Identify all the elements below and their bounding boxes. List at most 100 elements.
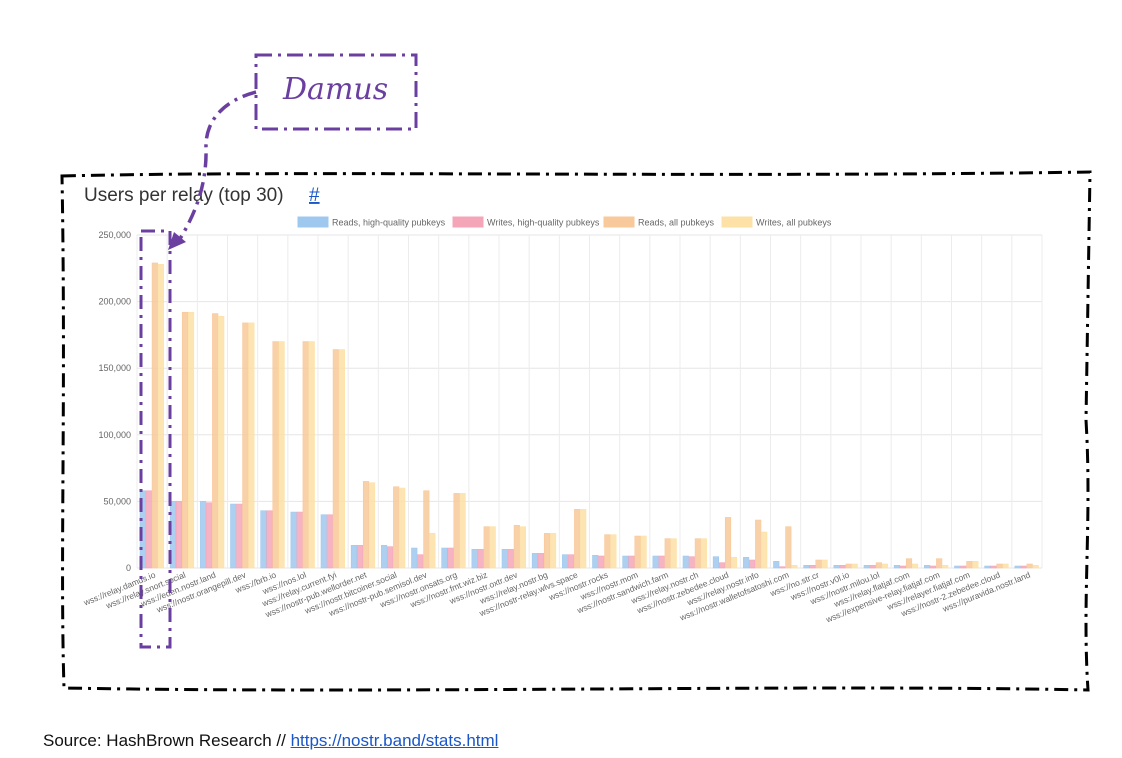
bar (658, 555, 665, 569)
bar (966, 561, 973, 569)
bar (905, 558, 913, 569)
bar (960, 565, 967, 569)
bar (622, 555, 629, 569)
bar (423, 490, 430, 569)
bar (845, 563, 852, 569)
bar (791, 565, 798, 569)
bar (996, 563, 1003, 569)
bar (266, 510, 273, 569)
bar (749, 559, 756, 569)
bar (200, 501, 207, 569)
bar (320, 514, 327, 569)
damus-highlight-box (139, 229, 172, 649)
bar (924, 565, 931, 569)
bar (543, 533, 551, 569)
damus-annotation-arrow (176, 90, 257, 243)
bar (338, 349, 345, 569)
bar (664, 538, 671, 569)
bar (851, 563, 858, 569)
bar (610, 534, 617, 569)
bar (212, 313, 219, 569)
bar (175, 501, 183, 569)
bar (381, 545, 388, 569)
bar (634, 535, 641, 569)
bar (181, 311, 189, 569)
legend-swatch (721, 216, 753, 228)
damus-arrowhead-icon (168, 232, 186, 250)
bar (157, 264, 164, 569)
bar (1026, 563, 1033, 569)
bar (507, 549, 514, 569)
bar (187, 311, 195, 569)
bar (815, 559, 822, 569)
bar (875, 562, 882, 569)
bar (272, 341, 279, 569)
bar (489, 526, 496, 569)
y-tick-label: 50,000 (103, 496, 131, 506)
bar (302, 341, 309, 569)
chart-title-anchor-link[interactable]: # (309, 185, 320, 206)
frame-border (60, 170, 1092, 692)
y-tick-label: 0 (126, 563, 131, 573)
bar (954, 565, 961, 569)
bar (936, 558, 943, 569)
bar (278, 341, 285, 569)
bar (362, 481, 370, 569)
bar (839, 565, 846, 569)
bar (531, 553, 539, 569)
bar (501, 549, 508, 569)
bar (1020, 565, 1027, 569)
bar (350, 545, 358, 569)
legend-swatch (452, 216, 484, 228)
bar (218, 315, 225, 569)
bar (519, 526, 526, 569)
bar (296, 511, 303, 569)
bar (833, 565, 840, 569)
chart-grid (136, 234, 1043, 569)
bar (712, 556, 720, 569)
bar (356, 545, 364, 569)
bar (881, 563, 888, 569)
bar (459, 493, 466, 569)
bar (236, 503, 243, 569)
bar (537, 553, 545, 569)
bar (785, 526, 792, 569)
bar (453, 493, 460, 569)
source-link[interactable]: https://nostr.band/stats.html (290, 731, 499, 750)
bar (411, 547, 418, 569)
chart-legend: Reads, high-quality pubkeys Writes, high-… (297, 216, 832, 228)
chart-bars (139, 262, 1039, 569)
bar (1014, 565, 1021, 569)
legend-label: Reads, all pubkeys (638, 218, 715, 228)
bar (652, 555, 659, 569)
bar (682, 555, 689, 569)
bar (930, 565, 937, 569)
y-axis-ticks: 250,000 200,000 150,000 100,000 50,000 0 (98, 230, 131, 573)
bar (990, 565, 997, 569)
bar (248, 322, 255, 569)
bar (151, 262, 158, 569)
bar (911, 563, 919, 569)
legend-swatch (603, 216, 635, 228)
bar (230, 503, 237, 569)
bar (447, 547, 454, 569)
legend-label: Reads, high-quality pubkeys (332, 218, 446, 228)
bar (1002, 563, 1009, 569)
bar (779, 566, 786, 569)
bar (580, 509, 587, 569)
bar (549, 533, 557, 569)
bar (893, 565, 901, 569)
bar (972, 561, 979, 569)
bar (562, 554, 569, 569)
bar (718, 562, 726, 569)
bar (803, 565, 810, 569)
y-tick-label: 250,000 (98, 230, 131, 240)
bar (290, 511, 297, 569)
bar (604, 534, 611, 569)
x-axis-ticks: wss://relay.damus.iowss://relay.snort.so… (81, 569, 1032, 625)
legend-label: Writes, high-quality pubkeys (487, 218, 600, 228)
bar (387, 546, 394, 569)
bar (743, 557, 750, 569)
y-tick-label: 100,000 (98, 430, 131, 440)
